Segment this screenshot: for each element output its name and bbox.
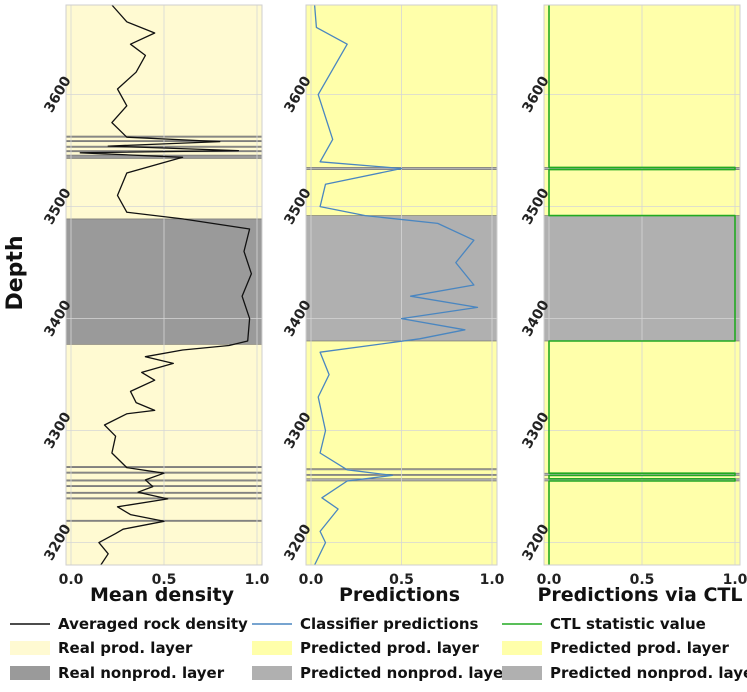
density-series-line: [79, 4, 253, 566]
ctl-panel: 0.0 0.5 1.032003300340035003600Predictions…: [519, 4, 747, 606]
legend-patch-swatch: [502, 641, 542, 655]
density-x-tick-label: 0.5: [152, 572, 177, 588]
ctl-series-line: [548, 5, 736, 565]
density-x-axis-label: Mean density: [90, 584, 235, 606]
ctl-x-tick-label: 0.5: [630, 572, 655, 588]
legend-label: Predicted nonprod. layer: [300, 664, 511, 682]
legend-label: Predicted prod. layer: [550, 639, 729, 657]
legend-item: Predicted prod. layer: [502, 639, 729, 657]
legend-patch-swatch: [502, 666, 542, 680]
predictions-x-tick-label: 0.5: [389, 572, 414, 588]
density-x-tick-label: 0.0: [59, 572, 84, 588]
legend-patch-swatch: [252, 641, 292, 655]
legend-label: CTL statistic value: [550, 615, 706, 633]
legend-item: Predicted nonprod. layer: [252, 664, 511, 682]
predictions-series-line: [313, 4, 479, 566]
legend-patch-swatch: [10, 666, 50, 680]
density-frame: [65, 4, 263, 566]
legend-label: Predicted nonprod. layer: [550, 664, 747, 682]
ctl-x-tick-label: 1.0: [723, 572, 747, 588]
density-x-tick-label: 1.0: [245, 572, 270, 588]
legend-item: Classifier predictions: [252, 615, 479, 633]
legend-label: Averaged rock density: [58, 615, 248, 633]
legend-item: Predicted nonprod. layer: [502, 664, 747, 682]
ctl-x-axis-label: Predictions via CTL: [537, 584, 742, 606]
legend-item: Real prod. layer: [10, 639, 193, 657]
legend-patch-swatch: [10, 641, 50, 655]
legend-patch-swatch: [252, 666, 292, 680]
legend-item: Predicted prod. layer: [252, 639, 479, 657]
predictions-x-tick-label: 1.0: [480, 572, 505, 588]
ctl-frame: [543, 4, 741, 566]
predictions-x-axis-label: Predictions: [339, 584, 460, 606]
depth-axis-label: Depth: [3, 235, 28, 310]
legend-item: Averaged rock density: [10, 615, 248, 633]
legend-label: Real prod. layer: [58, 639, 193, 657]
predictions-frame: [305, 4, 498, 566]
legend-item: Real nonprod. layer: [10, 664, 225, 682]
legend-label: Real nonprod. layer: [58, 664, 225, 682]
ctl-x-tick-label: 0.0: [537, 572, 562, 588]
legend-label: Predicted prod. layer: [300, 639, 479, 657]
legend-label: Classifier predictions: [300, 615, 479, 633]
legend-item: CTL statistic value: [502, 615, 706, 633]
predictions-x-tick-label: 0.0: [299, 572, 324, 588]
